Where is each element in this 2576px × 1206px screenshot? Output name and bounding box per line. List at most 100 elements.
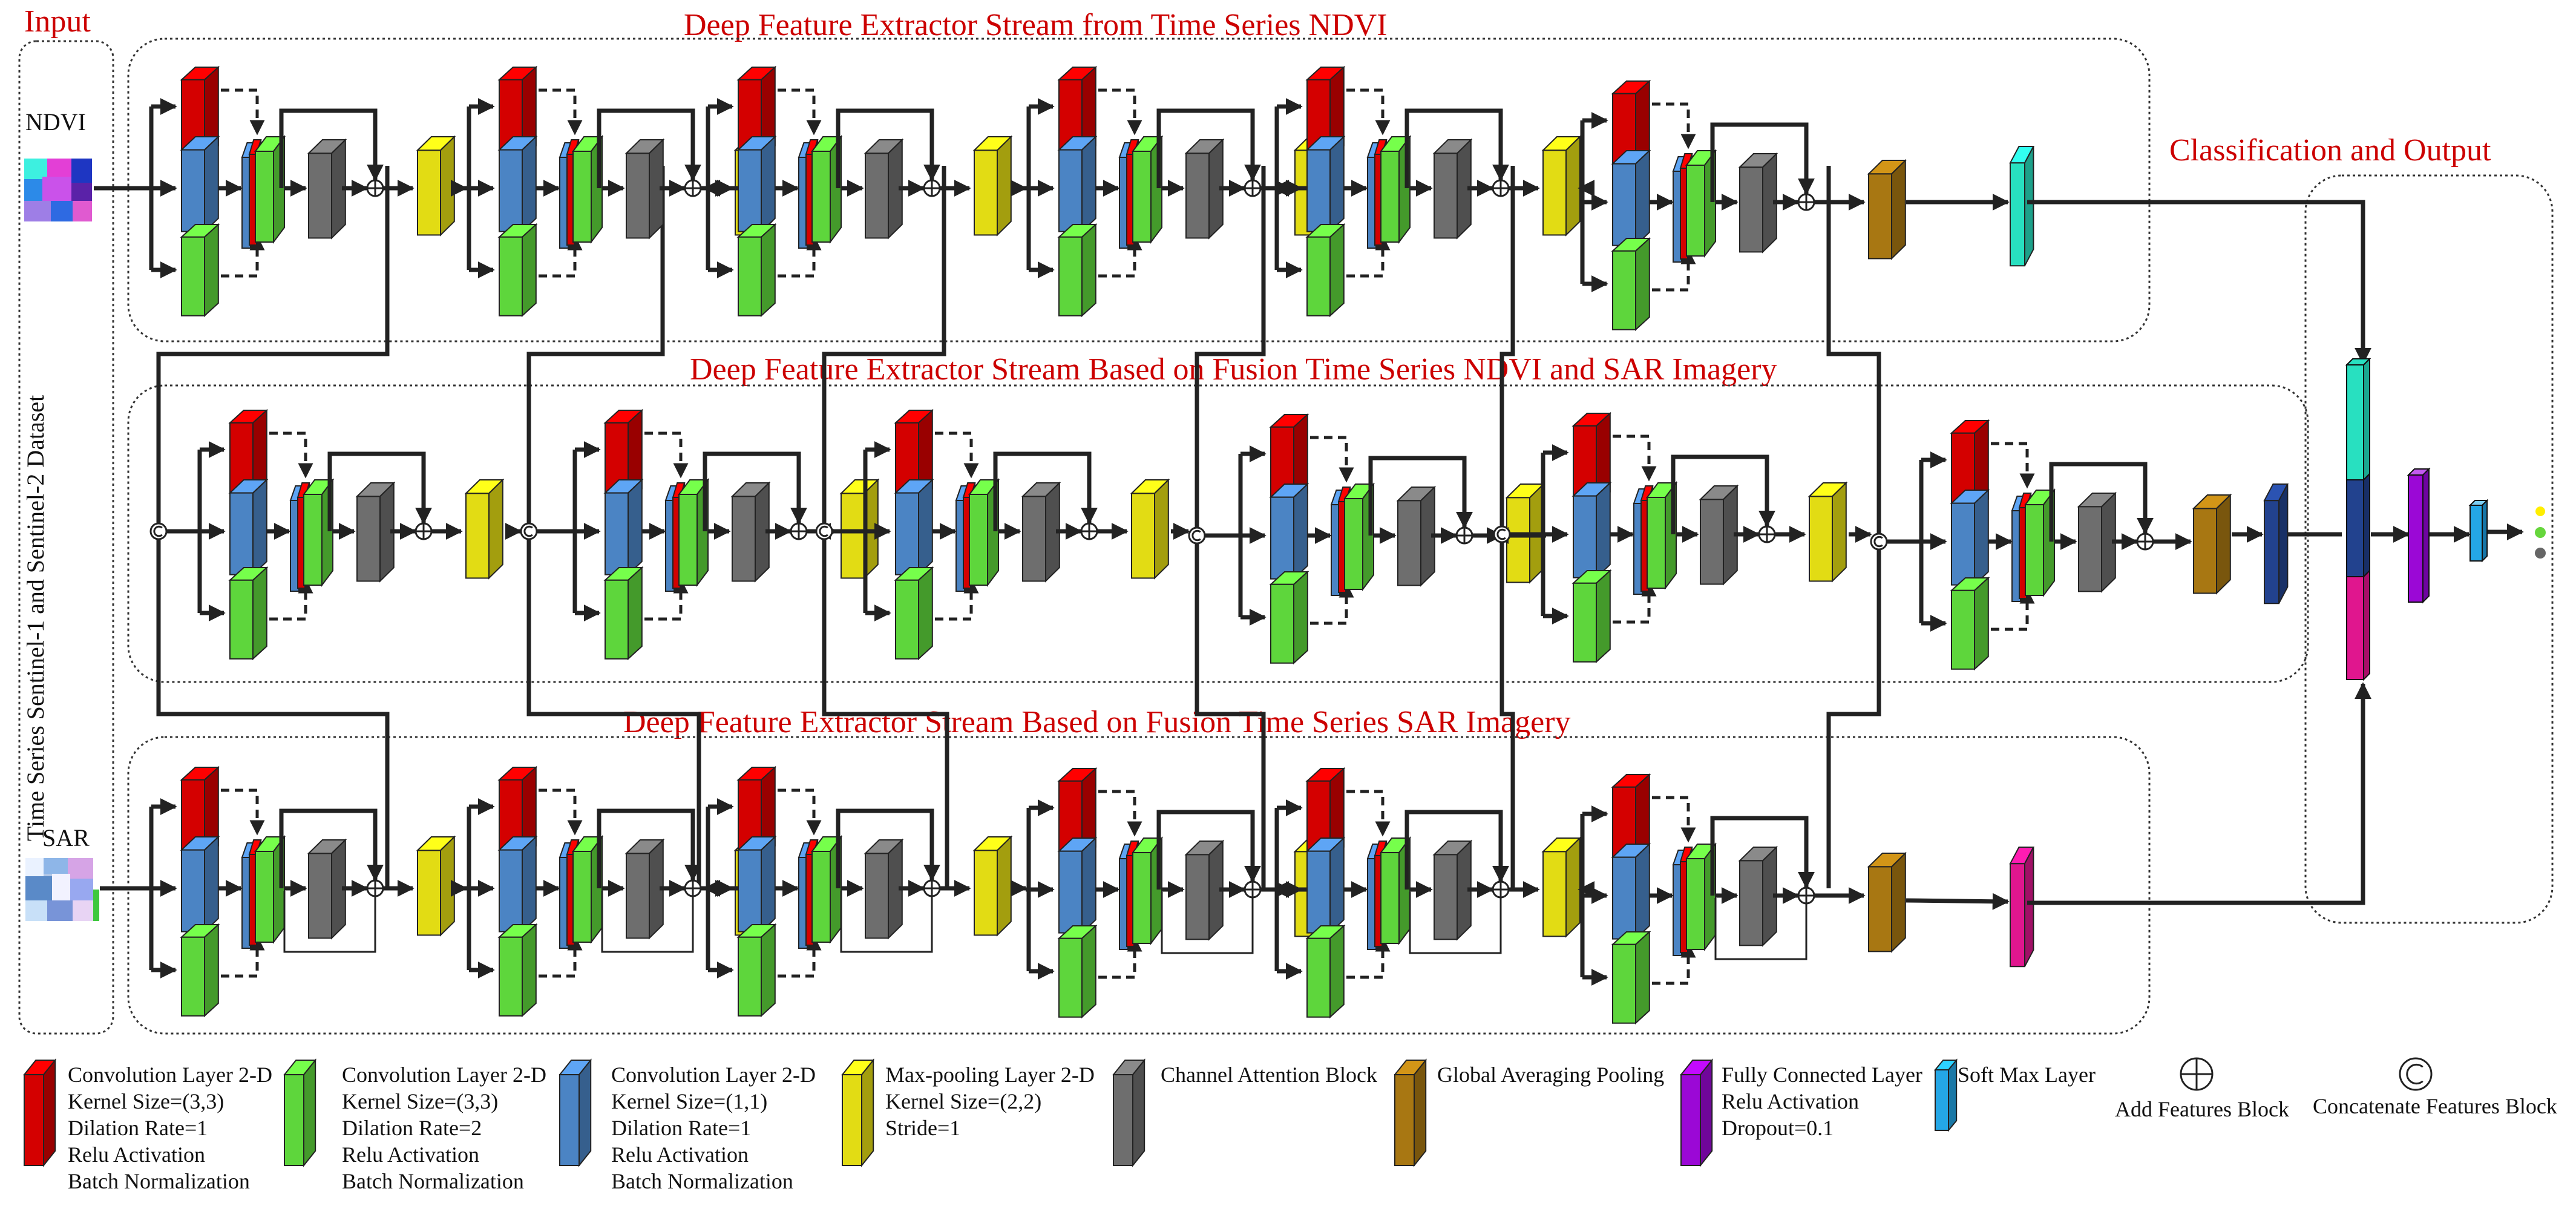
stream1: [94, 65, 2035, 332]
conv-1x1-layer: [1950, 488, 1990, 586]
legend-global-avg-pool-icon: [1393, 1058, 1427, 1167]
conv-3x3-dilation2-layer: [1057, 223, 1098, 318]
softmax-layer: [2468, 499, 2489, 563]
max-pooling-layer: [1807, 481, 1848, 583]
merged-conv-3x3-d2: [1132, 135, 1163, 244]
conv-1x1-layer: [736, 835, 777, 933]
input-heading: Input: [24, 4, 91, 39]
global-avg-pooling-layer: [1867, 851, 1907, 953]
conv-1x1-layer: [736, 135, 777, 233]
max-pooling-layer: [972, 835, 1013, 937]
legend-text: Convolution Layer 2-D: [342, 1063, 546, 1087]
inception-block: [1918, 419, 2154, 671]
legend-text: Batch Normalization: [611, 1169, 793, 1193]
channel-attention-block: [624, 138, 665, 240]
add-features-node: [1797, 193, 1815, 211]
add-features-node: [415, 522, 433, 540]
dataset-label: Time Series Sentinel-1 and Sentinel-2 Da…: [22, 395, 49, 841]
add-features-node: [923, 179, 941, 197]
stream2-outline: [127, 384, 2309, 683]
conv-1x1-layer: [1305, 836, 1346, 934]
sar-label: SAR: [42, 824, 90, 851]
legend-text: Max-pooling Layer 2-D: [885, 1063, 1095, 1087]
ndvi-label: NDVI: [25, 108, 86, 136]
legend-softmax: Soft Max Layer: [1933, 1058, 2096, 1132]
inception-block: [466, 65, 702, 318]
conv-3x3-dilation2-layer: [1950, 576, 1990, 671]
add-features-node: [790, 522, 808, 540]
channel-attention-block: [2077, 491, 2117, 593]
channel-attention-block: [864, 138, 904, 240]
channel-attention-block: [1738, 152, 1778, 254]
output-classes: [2535, 506, 2546, 559]
conv-1x1-layer: [1057, 135, 1098, 233]
conv-3x3-dilation2-layer: [736, 923, 777, 1018]
legend-text: Stride=1: [885, 1116, 960, 1140]
channel-attention-block: [1184, 839, 1225, 941]
legend-text: Relu Activation: [68, 1142, 205, 1167]
input-panel-outline: [18, 40, 114, 1035]
stream3-dense-layer: [2009, 847, 2035, 968]
add-features-node: [1797, 886, 1815, 905]
inception-block: [1579, 773, 1815, 1025]
channel-attention-block: [624, 838, 665, 940]
inception-block: [1237, 413, 1473, 665]
add-features-node: [923, 879, 941, 897]
global-avg-pooling-layer: [2192, 493, 2232, 595]
add-features-node: [1492, 880, 1510, 899]
max-pooling-layer: [416, 135, 456, 237]
legend-text: Global Averaging Pooling: [1437, 1063, 1664, 1087]
max-pooling-layer: [416, 835, 456, 937]
legend-text: Dilation Rate=1: [68, 1116, 208, 1140]
channel-attention-block: [864, 838, 904, 940]
inception-block: [862, 408, 1098, 661]
stream3-heading: Deep Feature Extractor Stream Based on F…: [623, 705, 1571, 739]
stream2-dense-layer: [2263, 483, 2289, 605]
legend-text: Dropout=0.1: [1722, 1116, 1834, 1140]
global-avg-pooling-layer: [1867, 159, 1907, 260]
legend-text: Dilation Rate=1: [611, 1116, 751, 1140]
stream1-heading: Deep Feature Extractor Stream from Time …: [684, 8, 1387, 42]
conv-3x3-dilation2-layer: [894, 566, 934, 661]
channel-attention-block: [307, 138, 347, 240]
legend-text: Convolution Layer 2-D: [611, 1063, 816, 1087]
legend-conv-3x3-d1-icon: [22, 1058, 57, 1167]
conv-3x3-dilation2-layer: [1611, 930, 1651, 1025]
legend-conv-3x3-d2-icon: [283, 1058, 317, 1167]
legend-conv-1x1-icon: [558, 1058, 592, 1167]
conv-3x3-dilation2-layer: [497, 923, 538, 1018]
max-pooling-layer: [1541, 836, 1582, 938]
conv-3x3-dilation2-layer: [1305, 223, 1346, 318]
channel-attention-block: [1432, 839, 1473, 941]
conv-1x1-layer: [1571, 481, 1612, 579]
inception-block: [572, 408, 808, 661]
stream2-heading: Deep Feature Extractor Stream Based on F…: [690, 352, 1777, 387]
legend-channel-attention-icon: [1112, 1058, 1146, 1167]
legend-channel-attention: Channel Attention Block: [1112, 1058, 1377, 1167]
inception-block: [197, 408, 433, 661]
conv-1x1-layer: [1057, 836, 1098, 934]
legend-text: Batch Normalization: [68, 1169, 250, 1193]
ndvi-input-image: [24, 159, 92, 221]
concatenate-features-node: [520, 522, 538, 540]
channel-attention-block: [1738, 845, 1778, 947]
conv-3x3-dilation2-layer: [497, 223, 538, 318]
cross-stream-links: [156, 166, 1881, 888]
conv-3x3-dilation2-layer: [1269, 570, 1309, 665]
inception-block: [1579, 79, 1815, 332]
legend-fully-connected-icon: [1679, 1058, 1714, 1167]
max-pooling-layer: [1130, 478, 1170, 580]
conv-3x3-dilation2-layer: [603, 566, 644, 661]
merged-conv-3x3-d2: [2024, 488, 2056, 597]
legend-softmax-icon: [1933, 1058, 1958, 1132]
channel-attention-block: [355, 481, 396, 583]
channel-attention-block: [1184, 138, 1225, 240]
legend-text: Batch Normalization: [342, 1169, 524, 1193]
classification-outline: [2304, 174, 2554, 924]
concatenate-features-node: [149, 522, 168, 540]
channel-attention-block: [1021, 481, 1061, 583]
